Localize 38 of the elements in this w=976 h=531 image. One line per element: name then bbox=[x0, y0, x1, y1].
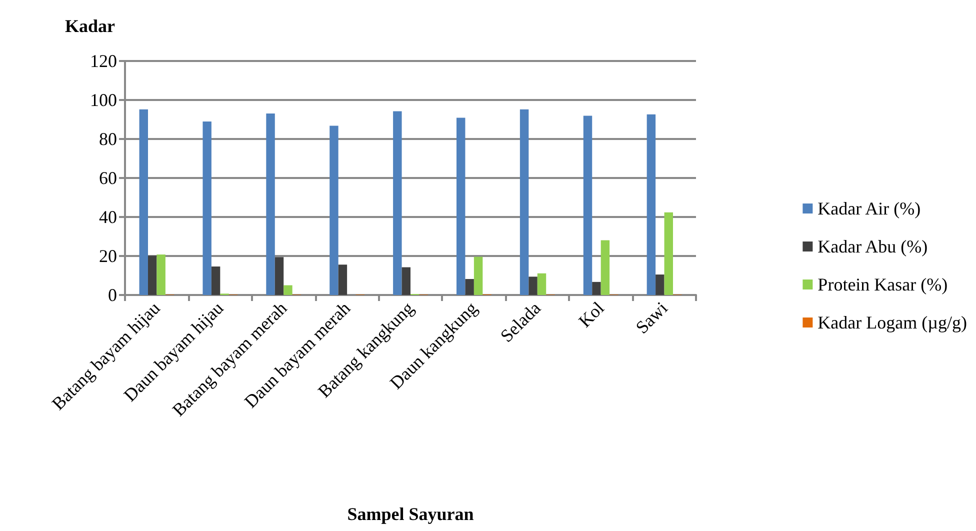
bar bbox=[592, 282, 601, 295]
bar bbox=[156, 254, 166, 295]
bar bbox=[402, 267, 410, 295]
bar bbox=[330, 126, 338, 295]
y-tick-label: 20 bbox=[99, 246, 117, 266]
bar bbox=[338, 264, 348, 295]
y-tick-label: 100 bbox=[90, 90, 117, 110]
x-axis-title: Sampel Sayuran bbox=[347, 504, 474, 524]
bar bbox=[474, 256, 483, 295]
bar bbox=[284, 285, 292, 295]
bar bbox=[600, 240, 610, 295]
bar bbox=[274, 257, 284, 295]
bar bbox=[393, 111, 402, 295]
y-tick-label: 0 bbox=[108, 285, 117, 305]
legend-label: Kadar Logam (µg/g) bbox=[818, 312, 968, 332]
bar bbox=[465, 279, 474, 295]
bar bbox=[266, 113, 275, 295]
legend-label: Protein Kasar (%) bbox=[818, 274, 948, 294]
bar bbox=[148, 256, 157, 295]
bar bbox=[456, 118, 466, 295]
y-tick-label: 60 bbox=[99, 168, 117, 188]
x-tick-label: Kol bbox=[574, 298, 608, 332]
bar bbox=[528, 276, 538, 295]
bar bbox=[583, 116, 592, 295]
y-tick-label: 80 bbox=[99, 129, 117, 149]
bar bbox=[139, 109, 148, 295]
bar bbox=[646, 114, 656, 295]
bar bbox=[211, 266, 220, 295]
bar bbox=[664, 212, 673, 295]
y-tick-label: 120 bbox=[90, 51, 117, 71]
chart-title: Kadar bbox=[65, 16, 116, 36]
legend-label: Kadar Abu (%) bbox=[818, 236, 928, 256]
bar bbox=[202, 121, 212, 295]
bar bbox=[520, 109, 529, 295]
bar bbox=[656, 274, 664, 295]
bar bbox=[537, 273, 546, 295]
legend-label: Kadar Air (%) bbox=[818, 198, 921, 218]
y-tick-label: 40 bbox=[99, 207, 117, 227]
